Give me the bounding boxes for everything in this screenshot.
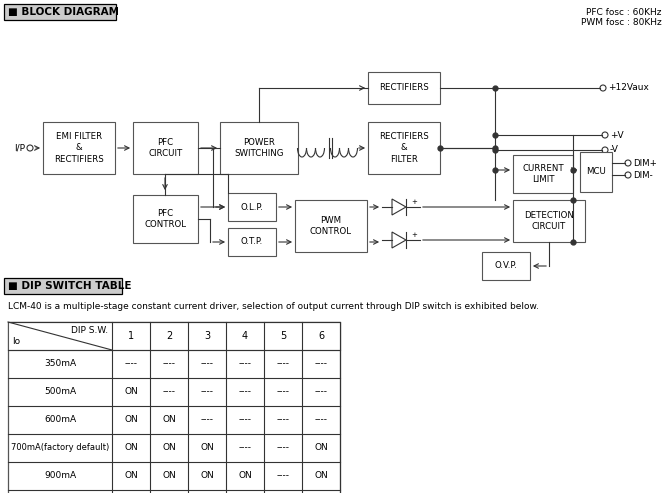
Text: ON: ON <box>124 471 138 481</box>
Text: 700mA(factory default): 700mA(factory default) <box>11 444 109 453</box>
Bar <box>513 200 585 242</box>
Text: DIM+: DIM+ <box>633 159 657 168</box>
Bar <box>8 322 340 493</box>
Bar <box>295 200 367 252</box>
Text: +V: +V <box>610 131 624 140</box>
Text: 1: 1 <box>128 331 134 341</box>
Text: ----: ---- <box>200 359 214 368</box>
Text: RECTIFIERS: RECTIFIERS <box>379 83 429 93</box>
Text: +: + <box>411 232 417 238</box>
Text: DIM-: DIM- <box>633 171 653 179</box>
Text: ON: ON <box>124 387 138 396</box>
Text: ON: ON <box>238 471 252 481</box>
Text: 900mA: 900mA <box>44 471 76 481</box>
Text: 600mA: 600mA <box>44 416 76 424</box>
Text: ----: ---- <box>277 387 289 396</box>
Text: ON: ON <box>314 444 328 453</box>
Text: EMI FILTER
&
RECTIFIERS: EMI FILTER & RECTIFIERS <box>54 133 104 164</box>
Text: ----: ---- <box>277 416 289 424</box>
Bar <box>220 122 298 174</box>
Text: CURRENT
LIMIT: CURRENT LIMIT <box>522 164 564 184</box>
Text: 5: 5 <box>280 331 286 341</box>
Text: +: + <box>411 199 417 205</box>
Text: ON: ON <box>124 416 138 424</box>
Text: ■ DIP SWITCH TABLE: ■ DIP SWITCH TABLE <box>8 281 131 291</box>
Text: O.L.P.: O.L.P. <box>241 203 263 211</box>
Text: 350mA: 350mA <box>44 359 76 368</box>
Text: ----: ---- <box>239 444 251 453</box>
Bar <box>133 122 198 174</box>
Bar <box>133 195 198 243</box>
Text: MCU: MCU <box>586 168 606 176</box>
Text: ON: ON <box>200 471 214 481</box>
Text: LCM-40 is a multiple-stage constant current driver, selection of output current : LCM-40 is a multiple-stage constant curr… <box>8 302 539 311</box>
FancyBboxPatch shape <box>4 278 122 294</box>
Text: PFC fosc : 60KHz
PWM fosc : 80KHz: PFC fosc : 60KHz PWM fosc : 80KHz <box>582 8 662 28</box>
Bar <box>368 122 440 174</box>
Text: ----: ---- <box>277 444 289 453</box>
Text: O.V.P.: O.V.P. <box>494 261 517 271</box>
Text: PFC
CONTROL: PFC CONTROL <box>145 209 186 229</box>
Text: DIP S.W.: DIP S.W. <box>71 326 108 335</box>
Bar <box>228 193 276 221</box>
Text: 500mA: 500mA <box>44 387 76 396</box>
Text: POWER
SWITCHING: POWER SWITCHING <box>234 138 284 158</box>
Text: ----: ---- <box>314 359 328 368</box>
Text: ----: ---- <box>200 416 214 424</box>
Text: ON: ON <box>162 416 176 424</box>
Text: ----: ---- <box>239 359 251 368</box>
Text: ON: ON <box>162 444 176 453</box>
Text: ■ BLOCK DIAGRAM: ■ BLOCK DIAGRAM <box>8 7 119 17</box>
Text: PWM
CONTROL: PWM CONTROL <box>310 216 352 236</box>
Text: ----: ---- <box>314 416 328 424</box>
Text: ON: ON <box>162 471 176 481</box>
Text: RECTIFIERS
&
FILTER: RECTIFIERS & FILTER <box>379 133 429 164</box>
Text: ----: ---- <box>163 359 176 368</box>
Text: ----: ---- <box>125 359 137 368</box>
FancyBboxPatch shape <box>4 4 116 20</box>
Text: 4: 4 <box>242 331 248 341</box>
Text: ----: ---- <box>163 387 176 396</box>
Bar <box>513 155 573 193</box>
Text: 6: 6 <box>318 331 324 341</box>
Bar <box>482 252 530 280</box>
Text: PFC
CIRCUIT: PFC CIRCUIT <box>148 138 183 158</box>
Bar <box>580 152 612 192</box>
Text: DETECTION
CIRCUIT: DETECTION CIRCUIT <box>524 211 574 231</box>
Text: 2: 2 <box>166 331 172 341</box>
Text: 3: 3 <box>204 331 210 341</box>
Text: O.T.P.: O.T.P. <box>241 238 263 246</box>
Text: ----: ---- <box>277 471 289 481</box>
Text: Io: Io <box>12 337 20 346</box>
Bar <box>368 72 440 104</box>
Text: I/P: I/P <box>14 143 25 152</box>
Text: ON: ON <box>314 471 328 481</box>
Text: ON: ON <box>200 444 214 453</box>
Bar <box>43 122 115 174</box>
Text: -V: -V <box>610 145 619 154</box>
Bar <box>228 228 276 256</box>
Bar <box>8 322 340 350</box>
Text: ON: ON <box>124 444 138 453</box>
Text: ----: ---- <box>314 387 328 396</box>
Text: ----: ---- <box>239 387 251 396</box>
Text: ----: ---- <box>200 387 214 396</box>
Text: +12Vaux: +12Vaux <box>608 83 649 93</box>
Text: ----: ---- <box>277 359 289 368</box>
Text: ----: ---- <box>239 416 251 424</box>
